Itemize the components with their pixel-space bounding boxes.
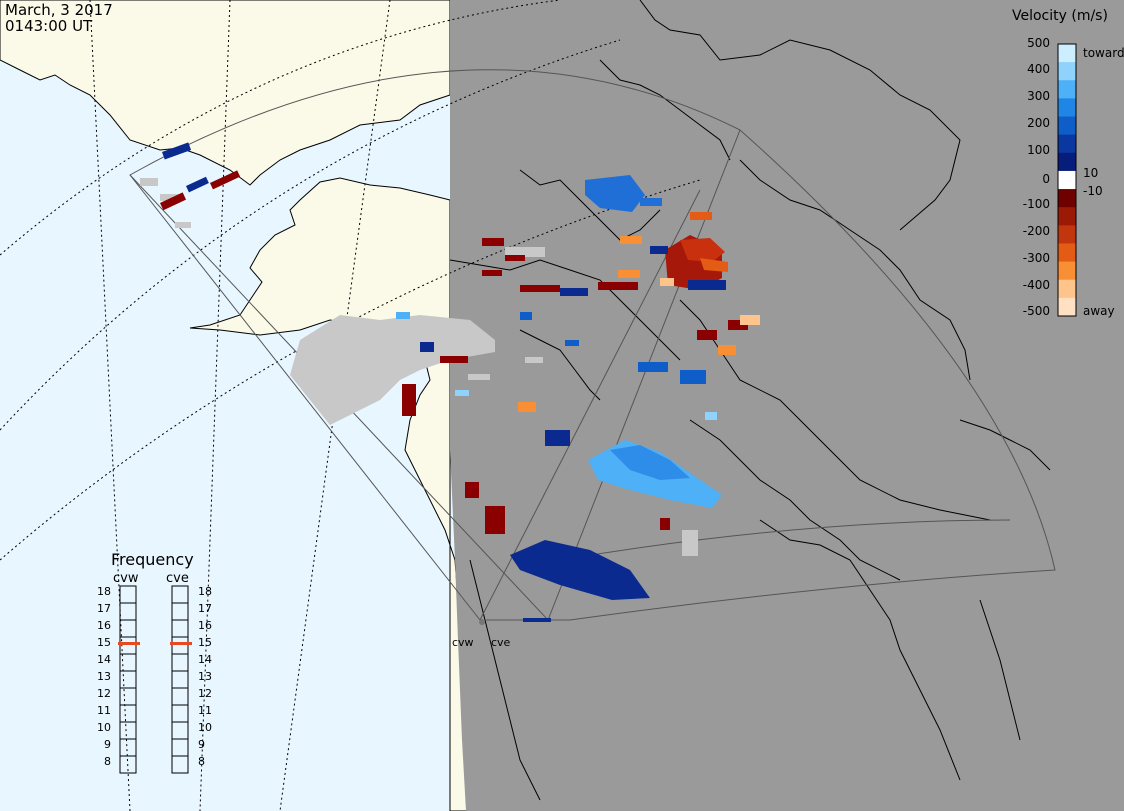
velocity-toward-label: toward	[1083, 46, 1124, 60]
velocity-colorbar-segment	[1058, 207, 1076, 226]
velocity-colorbar-segment	[1058, 189, 1076, 208]
frequency-bar-cvw	[119, 585, 137, 774]
frequency-tick-label-left: 13	[97, 670, 111, 683]
nightside	[450, 0, 1124, 811]
frequency-radar-label-cvw: cvw	[113, 571, 139, 586]
header-time: 0143:00 UT	[5, 17, 93, 35]
velocity-colorbar	[1058, 44, 1076, 317]
coastlines	[449, 0, 1051, 801]
velocity-colorbar-segment	[1058, 297, 1076, 317]
frequency-tick-label-right: 12	[198, 687, 212, 700]
velocity-tick-label: 400	[1027, 62, 1050, 76]
radar-label-cve: cve	[491, 636, 511, 649]
velocity-colorbar-segment	[1058, 116, 1076, 136]
frequency-tick-label-right: 17	[198, 602, 212, 615]
velocity-colorbar-segment	[1058, 134, 1076, 154]
velocity-tick-label: 300	[1027, 89, 1050, 103]
velocity-away-cells	[160, 170, 760, 534]
velocity-colorbar-segment	[1058, 243, 1076, 263]
frequency-tick-label-left: 12	[97, 687, 111, 700]
frequency-tick-label-right: 16	[198, 619, 212, 632]
frequency-tick-label-left: 14	[97, 653, 111, 666]
radar-label-cvw: cvw	[452, 636, 474, 649]
velocity-tick-label: 200	[1027, 116, 1050, 130]
frequency-tick-label-right: 18	[198, 585, 212, 598]
velocity-colorbar-segment	[1058, 80, 1076, 99]
radar-site-marker	[479, 619, 485, 625]
velocity-legend: Velocity (m/s) 500400300200100100-10-100…	[1012, 8, 1124, 318]
siberia-land	[0, 0, 451, 186]
frequency-ticks: 18 18 17 17 16 16 15 15 14 14 13 13 12 12 11 11 10 10 9 9 8 8	[97, 585, 212, 768]
frequency-tick-label-left: 15	[97, 636, 111, 649]
frequency-tick-label-left: 10	[97, 721, 111, 734]
frequency-tick-label-left: 11	[97, 704, 111, 717]
velocity-tick-label: 10	[1083, 166, 1098, 180]
velocity-tick-label: -100	[1023, 197, 1050, 211]
velocity-tick-label: -300	[1023, 251, 1050, 265]
velocity-colorbar-segment	[1058, 279, 1076, 299]
velocity-tick-label: 500	[1027, 36, 1050, 50]
velocity-colorbar-segment	[1058, 98, 1076, 118]
radar-fov-outlines	[129, 69, 1056, 621]
velocity-tick-label: -10	[1083, 184, 1103, 198]
velocity-toward-cells	[162, 142, 726, 622]
velocity-tick-label: -200	[1023, 224, 1050, 238]
header-date: March, 3 2017	[5, 1, 113, 19]
frequency-tick-label-right: 14	[198, 653, 212, 666]
velocity-colorbar-segment	[1058, 62, 1076, 81]
frequency-tick-label-left: 8	[104, 755, 111, 768]
frequency-tick-label-right: 11	[198, 704, 212, 717]
frequency-bars	[118, 585, 192, 774]
frequency-tick-label-right: 9	[198, 738, 205, 751]
velocity-legend-title: Velocity (m/s)	[1012, 8, 1108, 24]
velocity-colorbar-segment	[1058, 152, 1076, 172]
velocity-tick-label: -500	[1023, 304, 1050, 318]
velocity-tick-label: 100	[1027, 143, 1050, 157]
frequency-panel: Frequency cvw cve 18 18 17 17 16 16 15 15 14 14 13…	[97, 550, 212, 774]
velocity-tick-label: 0	[1042, 172, 1050, 186]
frequency-tick-label-left: 17	[97, 602, 111, 615]
velocity-colorbar-segment	[1058, 261, 1076, 281]
frequency-radar-label-cve: cve	[166, 571, 189, 586]
frequency-tick-label-right: 8	[198, 755, 205, 768]
frequency-tick-label-left: 9	[104, 738, 111, 751]
velocity-away-label: away	[1083, 304, 1115, 318]
velocity-tick-label: -400	[1023, 278, 1050, 292]
velocity-colorbar-ticks: 500400300200100100-10-100-200-300-400-50…	[1023, 36, 1103, 318]
frequency-bar-cve	[171, 585, 189, 774]
frequency-tick-label-left: 18	[97, 585, 111, 598]
velocity-colorbar-segment	[1058, 170, 1076, 190]
frequency-tick-label-right: 15	[198, 636, 212, 649]
ground-scatter-cells	[140, 178, 698, 556]
frequency-title: Frequency	[111, 550, 194, 569]
frequency-tick-label-left: 16	[97, 619, 111, 632]
velocity-colorbar-segment	[1058, 225, 1076, 244]
velocity-colorbar-segment	[1058, 44, 1076, 63]
frequency-tick-label-right: 10	[198, 721, 212, 734]
frequency-tick-label-right: 13	[198, 670, 212, 683]
